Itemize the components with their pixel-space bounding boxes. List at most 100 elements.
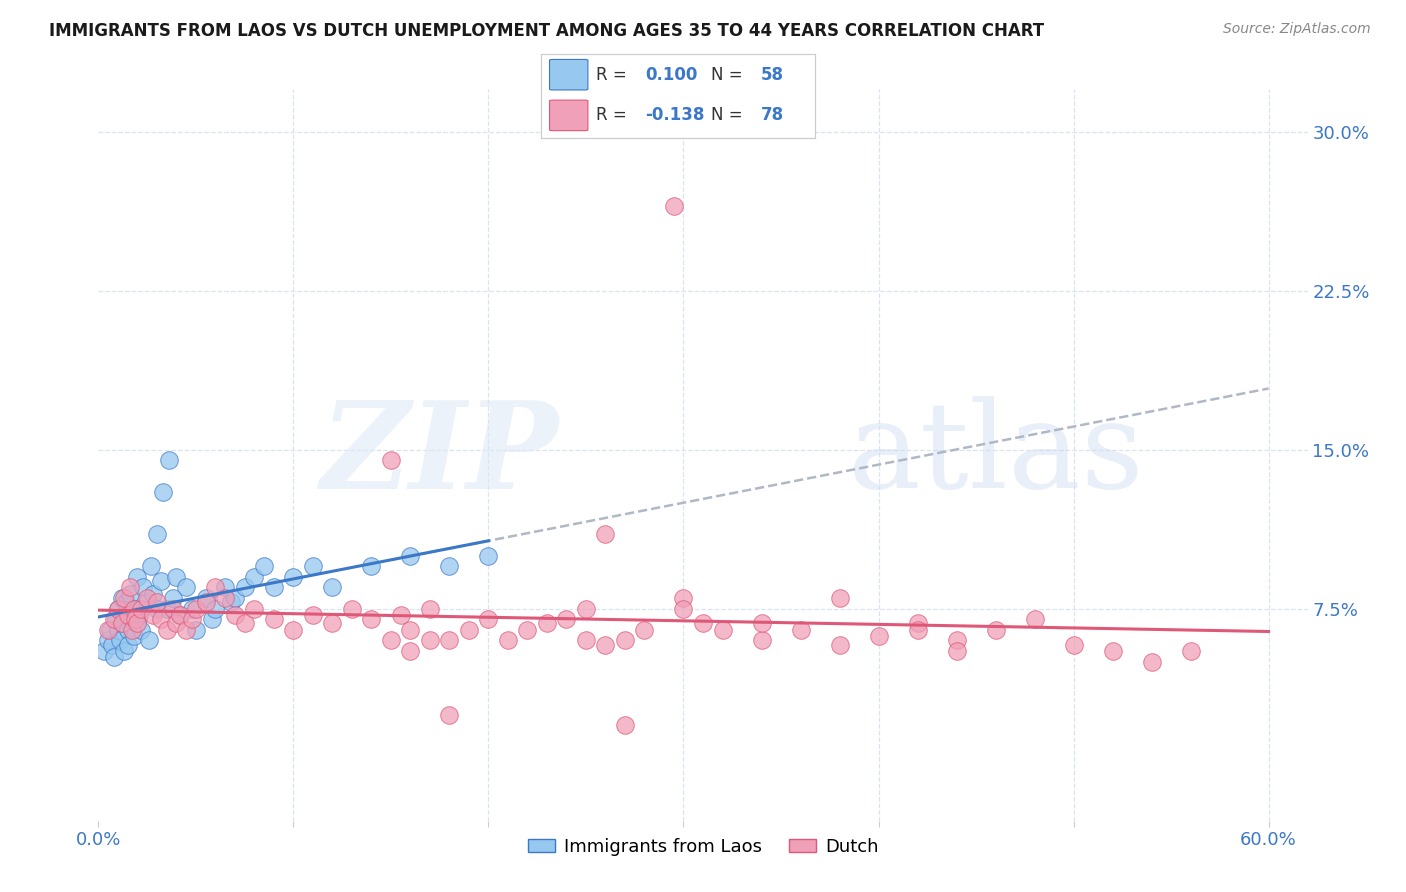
- Point: [194, 595, 217, 609]
- Point: [204, 601, 226, 615]
- FancyBboxPatch shape: [550, 100, 588, 130]
- Point: [124, 612, 146, 626]
- Point: [107, 601, 129, 615]
- Point: [169, 607, 191, 622]
- Point: [97, 623, 120, 637]
- Point: [360, 612, 382, 626]
- Point: [127, 570, 149, 584]
- Point: [1063, 638, 1085, 652]
- Legend: Immigrants from Laos, Dutch: Immigrants from Laos, Dutch: [520, 830, 886, 863]
- Point: [124, 601, 146, 615]
- Point: [131, 601, 153, 615]
- Text: 58: 58: [761, 66, 783, 84]
- Text: N =: N =: [711, 106, 748, 124]
- Point: [360, 559, 382, 574]
- Point: [165, 616, 187, 631]
- Point: [121, 623, 143, 637]
- Point: [181, 612, 204, 626]
- Point: [98, 623, 121, 637]
- Point: [114, 595, 136, 609]
- Point: [302, 607, 325, 622]
- Point: [132, 581, 155, 595]
- Text: -0.138: -0.138: [645, 106, 704, 124]
- Point: [174, 623, 197, 637]
- Point: [1101, 644, 1123, 658]
- Point: [127, 616, 149, 631]
- Point: [107, 601, 129, 615]
- Point: [321, 581, 343, 595]
- Point: [945, 633, 967, 648]
- Point: [321, 616, 343, 631]
- Point: [136, 595, 159, 609]
- Point: [751, 633, 773, 648]
- Point: [184, 623, 207, 637]
- Point: [128, 607, 150, 622]
- Point: [516, 623, 538, 637]
- Point: [672, 601, 695, 615]
- Point: [165, 570, 187, 584]
- Point: [122, 629, 145, 643]
- Point: [200, 612, 222, 626]
- Point: [477, 612, 499, 626]
- Point: [380, 453, 402, 467]
- Point: [184, 601, 207, 615]
- Point: [575, 633, 598, 648]
- Point: [111, 616, 134, 631]
- Point: [555, 612, 578, 626]
- Point: [117, 623, 139, 637]
- Point: [108, 633, 131, 648]
- Point: [156, 601, 179, 615]
- Point: [219, 595, 242, 609]
- Text: R =: R =: [596, 106, 633, 124]
- Point: [156, 623, 179, 637]
- Point: [117, 607, 139, 622]
- Point: [103, 612, 125, 626]
- Point: [174, 581, 197, 595]
- Point: [399, 549, 422, 563]
- Point: [711, 623, 734, 637]
- Point: [169, 607, 191, 622]
- Point: [118, 581, 141, 595]
- Text: 78: 78: [761, 106, 783, 124]
- Point: [127, 616, 149, 631]
- Text: ZIP: ZIP: [319, 396, 558, 514]
- Point: [302, 559, 325, 574]
- Text: R =: R =: [596, 66, 633, 84]
- Point: [104, 612, 127, 626]
- Point: [214, 581, 236, 595]
- Point: [93, 644, 115, 658]
- Point: [233, 581, 256, 595]
- Point: [224, 591, 246, 605]
- Point: [136, 591, 159, 605]
- Point: [152, 485, 174, 500]
- Point: [112, 644, 135, 658]
- Point: [263, 612, 285, 626]
- Point: [112, 607, 135, 622]
- Point: [142, 607, 165, 622]
- Point: [439, 633, 461, 648]
- Point: [107, 623, 129, 637]
- Point: [575, 601, 598, 615]
- Point: [112, 591, 135, 605]
- Point: [399, 623, 422, 637]
- Point: [149, 612, 172, 626]
- Point: [751, 616, 773, 631]
- Point: [224, 607, 246, 622]
- Point: [595, 638, 617, 652]
- Point: [111, 616, 134, 631]
- Point: [984, 623, 1007, 637]
- Text: 0.100: 0.100: [645, 66, 697, 84]
- Point: [692, 616, 714, 631]
- Text: IMMIGRANTS FROM LAOS VS DUTCH UNEMPLOYMENT AMONG AGES 35 TO 44 YEARS CORRELATION: IMMIGRANTS FROM LAOS VS DUTCH UNEMPLOYME…: [49, 22, 1045, 40]
- Point: [907, 616, 929, 631]
- Point: [118, 587, 141, 601]
- Point: [121, 612, 143, 626]
- Point: [97, 633, 120, 648]
- Point: [828, 591, 851, 605]
- Point: [340, 601, 363, 615]
- Point: [194, 591, 217, 605]
- Point: [117, 638, 139, 652]
- Point: [536, 616, 558, 631]
- Point: [146, 601, 169, 615]
- Point: [399, 644, 422, 658]
